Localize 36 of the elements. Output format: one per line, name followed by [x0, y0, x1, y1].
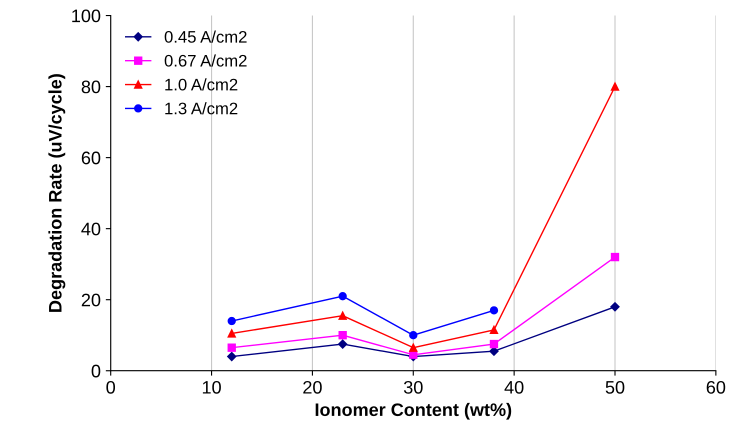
legend-label: 1.3 A/cm2 — [165, 102, 238, 114]
point — [610, 252, 620, 262]
point — [490, 326, 498, 334]
x-axis-title: Ionomer Content (wt%) — [316, 402, 512, 420]
y-tick-label: 0 — [92, 364, 100, 378]
point — [610, 302, 620, 312]
point — [409, 331, 418, 340]
legend-label: 0.45 A/cm2 — [164, 30, 247, 43]
y-tick-label: 20 — [82, 294, 100, 306]
x-tick-label: 50 — [606, 380, 624, 394]
x-tick-label: 0 — [106, 380, 116, 394]
point — [338, 312, 347, 320]
legend-label: 0.67 A/cm2 — [164, 54, 247, 67]
point — [338, 292, 347, 300]
x-tick-label: 30 — [404, 380, 423, 394]
y-tick-label: 100 — [72, 9, 100, 22]
x-tick-label: 10 — [202, 380, 221, 394]
point — [409, 343, 418, 352]
point — [490, 306, 498, 315]
point — [227, 352, 236, 362]
point — [338, 339, 348, 349]
x-tick-label: 20 — [303, 380, 322, 394]
x-tick-label: 40 — [504, 380, 524, 394]
y-tick-label: 40 — [81, 222, 100, 236]
point — [338, 331, 347, 340]
y-tick-label: 60 — [82, 152, 100, 164]
y-tick-label: 80 — [82, 80, 100, 94]
point — [490, 340, 498, 348]
point — [610, 82, 620, 91]
point — [228, 329, 236, 338]
point — [228, 343, 236, 352]
y-axis-title: Degradation Rate (uV/cycle) — [48, 74, 66, 312]
x-tick-label: 60 — [706, 380, 726, 394]
point — [489, 346, 499, 356]
point — [228, 316, 236, 326]
legend-label: 1.0 A/cm2 — [165, 78, 238, 91]
